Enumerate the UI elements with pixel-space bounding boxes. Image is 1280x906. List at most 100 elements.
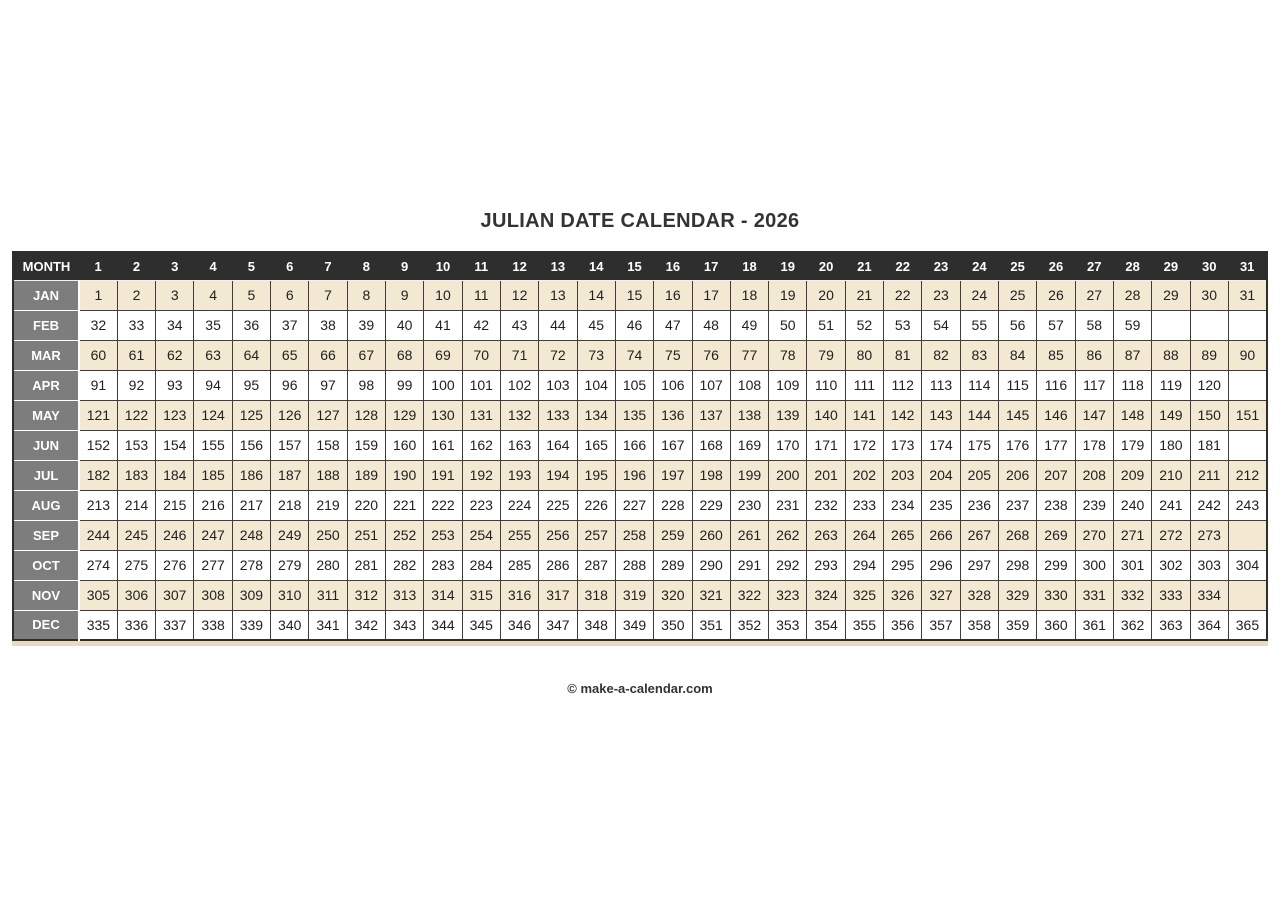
- julian-cell-aug-9: 221: [384, 489, 425, 521]
- julian-cell-jun-18: 169: [729, 429, 770, 461]
- day-header-27: 27: [1075, 252, 1114, 281]
- julian-cell-dec-14: 348: [576, 609, 616, 641]
- julian-cell-jun-20: 171: [806, 429, 846, 461]
- julian-cell-dec-30: 364: [1189, 609, 1229, 641]
- julian-cell-feb-19: 50: [768, 309, 808, 341]
- julian-cell-jan-4: 4: [193, 279, 233, 311]
- julian-cell-may-5: 125: [231, 399, 272, 431]
- julian-cell-jul-10: 191: [423, 459, 463, 491]
- day-header-23: 23: [921, 252, 961, 281]
- julian-cell-may-7: 127: [308, 399, 348, 431]
- calendar-container: MONTH 1 2 3 4 5 6 7 8 9 10 11 12 13 14 15 16 17 18 19 20 21 22…: [12, 251, 1268, 641]
- empty-cell-feb-29: [1151, 309, 1191, 341]
- julian-cell-apr-5: 95: [231, 369, 272, 401]
- table-bottom-strip: [12, 641, 1268, 646]
- day-header-24: 24: [960, 252, 999, 281]
- julian-cell-jul-14: 195: [576, 459, 616, 491]
- day-header-22: 22: [883, 252, 922, 281]
- julian-cell-jan-6: 6: [270, 279, 310, 311]
- julian-cell-oct-1: 274: [78, 549, 118, 581]
- julian-cell-jul-11: 192: [461, 459, 501, 491]
- julian-cell-aug-14: 226: [576, 489, 616, 521]
- julian-cell-jul-31: 212: [1227, 459, 1268, 491]
- julian-cell-oct-8: 281: [346, 549, 387, 581]
- month-label-dec: DEC: [13, 609, 80, 641]
- julian-cell-may-24: 144: [959, 399, 1000, 431]
- julian-cell-feb-23: 54: [921, 309, 961, 341]
- julian-cell-oct-28: 301: [1112, 549, 1153, 581]
- julian-cell-dec-31: 365: [1227, 609, 1268, 641]
- julian-cell-jun-10: 161: [423, 429, 463, 461]
- day-header-row: MONTH 1 2 3 4 5 6 7 8 9 10 11 12 13 14 15 16 17 18 19 20 21 22…: [13, 252, 1267, 281]
- julian-cell-sep-29: 272: [1151, 519, 1191, 551]
- day-header-28: 28: [1113, 252, 1152, 281]
- julian-cell-nov-26: 330: [1036, 579, 1076, 611]
- julian-cell-apr-21: 111: [844, 369, 885, 401]
- julian-cell-feb-27: 58: [1074, 309, 1114, 341]
- julian-cell-aug-7: 219: [308, 489, 348, 521]
- julian-cell-jun-30: 181: [1189, 429, 1229, 461]
- julian-cell-jul-26: 207: [1036, 459, 1076, 491]
- julian-cell-may-18: 138: [729, 399, 770, 431]
- julian-cell-sep-26: 269: [1036, 519, 1076, 551]
- month-column-header: MONTH: [13, 252, 79, 281]
- julian-cell-apr-7: 97: [308, 369, 348, 401]
- julian-cell-dec-9: 343: [384, 609, 425, 641]
- julian-cell-mar-2: 61: [116, 339, 157, 371]
- julian-cell-oct-9: 282: [384, 549, 425, 581]
- julian-cell-feb-12: 43: [499, 309, 540, 341]
- julian-cell-jan-13: 13: [538, 279, 578, 311]
- julian-cell-aug-25: 237: [997, 489, 1038, 521]
- julian-cell-nov-14: 318: [576, 579, 616, 611]
- julian-cell-mar-23: 82: [921, 339, 961, 371]
- julian-cell-apr-10: 100: [423, 369, 463, 401]
- julian-cell-feb-26: 57: [1036, 309, 1076, 341]
- julian-cell-mar-27: 86: [1074, 339, 1114, 371]
- julian-cell-mar-1: 60: [78, 339, 118, 371]
- julian-cell-aug-2: 214: [116, 489, 157, 521]
- day-header-14: 14: [577, 252, 616, 281]
- julian-cell-apr-15: 105: [614, 369, 655, 401]
- julian-cell-jun-3: 154: [155, 429, 195, 461]
- julian-cell-sep-5: 248: [231, 519, 272, 551]
- empty-cell-sep-31: [1227, 519, 1268, 551]
- calendar-body: JAN 1 2 3 4 5 6 7 8 9 10 11 12 13 14 15 16 17 18 19 20 21 22 23…: [13, 279, 1268, 641]
- julian-cell-oct-22: 295: [883, 549, 923, 581]
- julian-cell-nov-11: 315: [461, 579, 501, 611]
- day-header-13: 13: [538, 252, 578, 281]
- month-row-jun: JUN 152 153 154 155 156 157 158 159 160 161 162 163 1…: [13, 429, 1268, 461]
- julian-cell-mar-10: 69: [423, 339, 463, 371]
- julian-cell-oct-30: 303: [1189, 549, 1229, 581]
- julian-cell-jan-12: 12: [499, 279, 540, 311]
- julian-cell-nov-30: 334: [1189, 579, 1229, 611]
- julian-cell-apr-6: 96: [270, 369, 310, 401]
- julian-cell-sep-30: 273: [1189, 519, 1229, 551]
- day-header-6: 6: [270, 252, 309, 281]
- julian-cell-jul-30: 211: [1189, 459, 1229, 491]
- julian-cell-jul-24: 205: [959, 459, 1000, 491]
- julian-cell-aug-5: 217: [231, 489, 272, 521]
- julian-cell-nov-25: 329: [997, 579, 1038, 611]
- julian-cell-dec-21: 355: [844, 609, 885, 641]
- julian-cell-feb-10: 41: [423, 309, 463, 341]
- julian-cell-jul-28: 209: [1112, 459, 1153, 491]
- julian-cell-mar-12: 71: [499, 339, 540, 371]
- julian-cell-jun-19: 170: [768, 429, 808, 461]
- julian-cell-feb-18: 49: [729, 309, 770, 341]
- julian-cell-mar-30: 89: [1189, 339, 1229, 371]
- julian-cell-dec-18: 352: [729, 609, 770, 641]
- julian-cell-feb-25: 56: [997, 309, 1038, 341]
- julian-cell-jun-6: 157: [270, 429, 310, 461]
- julian-cell-mar-4: 63: [193, 339, 233, 371]
- julian-cell-may-15: 135: [614, 399, 655, 431]
- month-label-feb: FEB: [13, 309, 80, 341]
- month-row-sep: SEP 244 245 246 247 248 249 250 251 252 253 254 255 2…: [13, 519, 1268, 551]
- julian-cell-oct-25: 298: [997, 549, 1038, 581]
- julian-cell-jun-27: 178: [1074, 429, 1114, 461]
- julian-cell-jan-31: 31: [1227, 279, 1268, 311]
- julian-cell-may-6: 126: [270, 399, 310, 431]
- julian-cell-jan-21: 21: [844, 279, 885, 311]
- julian-cell-oct-6: 279: [270, 549, 310, 581]
- julian-cell-mar-22: 81: [883, 339, 923, 371]
- julian-cell-jan-7: 7: [308, 279, 348, 311]
